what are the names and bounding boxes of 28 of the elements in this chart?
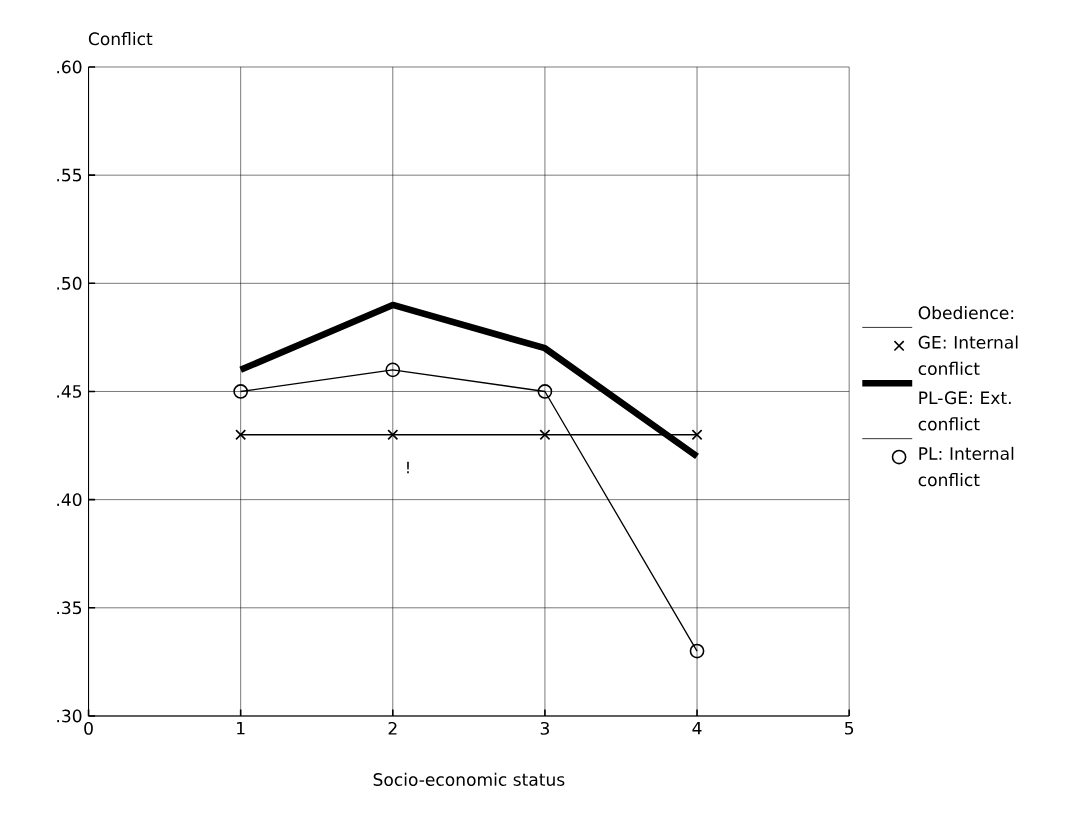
point (235, 429, 247, 441)
x-tick-label: 3 (540, 721, 549, 735)
y-tick-label: .55 (57, 168, 82, 182)
y-axis-title: Conflict (88, 31, 153, 46)
y-tick-label: .30 (57, 709, 82, 723)
point (387, 429, 399, 441)
text: PL-GE: Ext. conflict (918, 391, 1011, 431)
y-tick-label: .50 (57, 276, 82, 290)
point (385, 362, 401, 378)
legend-label: PL: Internal conflict (918, 446, 1014, 487)
y-tick-label: .60 (57, 60, 82, 74)
x-tick-label: 1 (237, 721, 245, 735)
point (689, 643, 705, 659)
x-axis-title: Socio-economic status (373, 772, 565, 786)
y-tick-label: .35 (57, 601, 82, 615)
y-tick-label: .45 (57, 385, 82, 398)
point (691, 429, 703, 441)
point (233, 384, 249, 399)
x-tick-label: 2 (388, 721, 397, 735)
x-tick-label: 4 (692, 721, 702, 735)
point (539, 429, 551, 441)
y-tick-label: .40 (57, 493, 82, 507)
annotation: ! (407, 461, 409, 474)
point (537, 384, 553, 399)
legend-title: Obedience: (918, 305, 1014, 320)
x-tick-label: 5 (845, 721, 854, 735)
x-tick-label: 0 (84, 721, 93, 735)
legend-label: GE: Internal conflict (918, 335, 1018, 375)
